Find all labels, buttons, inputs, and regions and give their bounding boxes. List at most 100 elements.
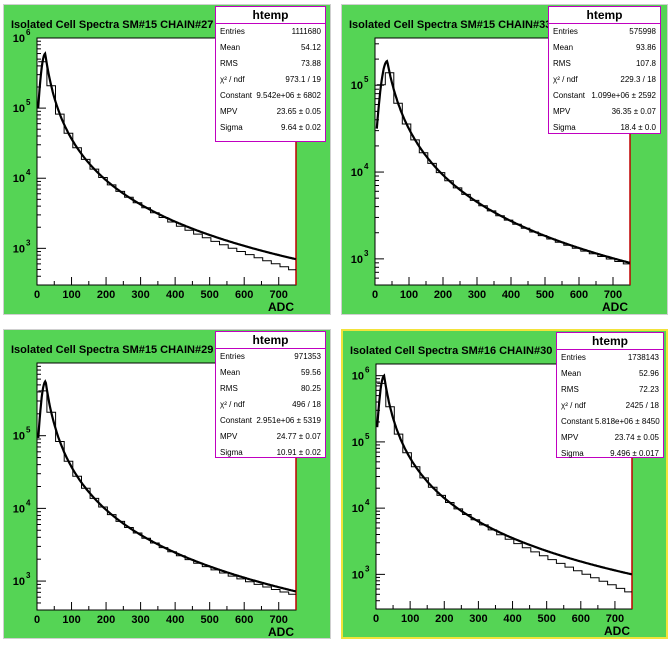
fit-curve bbox=[37, 379, 297, 593]
stats-row-mpv: MPV 24.77 ± 0.07 bbox=[216, 429, 325, 445]
y-tick-label: 10 bbox=[351, 167, 363, 179]
chart-title: Isolated Cell Spectra SM#15 CHAIN#29 bbox=[11, 344, 214, 356]
chart-title: Isolated Cell Spectra SM#16 CHAIN#30 bbox=[350, 345, 553, 357]
stats-row-rms: RMS 80.25 bbox=[216, 381, 325, 397]
stats-value: 1.099e+06 ± 2592 bbox=[591, 91, 656, 100]
stats-box: htemp Entries 575998 Mean 93.86 RMS 107.8 χ… bbox=[548, 6, 661, 134]
stats-row-mean: Mean 59.56 bbox=[216, 365, 325, 381]
stats-label: Mean bbox=[220, 43, 241, 52]
y-tick-label: 10 bbox=[13, 103, 25, 115]
x-tick-label: 300 bbox=[131, 614, 149, 626]
stats-label: Constant bbox=[561, 417, 594, 426]
stats-label: MPV bbox=[220, 432, 238, 441]
stats-label: χ² / ndf bbox=[553, 75, 578, 84]
stats-row-sigma: Sigma 18.4 ± 0.0 bbox=[549, 120, 660, 136]
x-tick-label: 0 bbox=[372, 289, 378, 301]
stats-row-mean: Mean 52.96 bbox=[557, 366, 663, 382]
stats-value: 18.4 ± 0.0 bbox=[620, 123, 656, 132]
y-tick-label: 10 bbox=[13, 431, 25, 443]
chart-title: Isolated Cell Spectra SM#15 CHAIN#33 bbox=[349, 19, 552, 31]
stats-value: 229.3 / 18 bbox=[620, 75, 656, 84]
stats-label: MPV bbox=[561, 433, 579, 442]
stats-label: Constant bbox=[220, 91, 253, 100]
stats-row-rms: RMS 72.23 bbox=[557, 382, 663, 398]
fit-curve bbox=[37, 51, 297, 261]
y-tick-label: 10 bbox=[352, 371, 364, 383]
y-tick-exponent: 4 bbox=[364, 162, 369, 171]
stats-label: Mean bbox=[553, 43, 574, 52]
y-tick-exponent: 3 bbox=[26, 238, 31, 247]
x-tick-label: 500 bbox=[200, 614, 218, 626]
fit-curve bbox=[376, 373, 633, 576]
stats-label: χ² / ndf bbox=[561, 401, 586, 410]
stats-row-mean: Mean 93.86 bbox=[549, 40, 660, 56]
x-tick-label: 400 bbox=[503, 613, 521, 625]
stats-label: Sigma bbox=[220, 123, 243, 132]
stats-value: 575998 bbox=[629, 27, 656, 36]
y-tick-label: 10 bbox=[352, 437, 364, 449]
y-tick-exponent: 3 bbox=[364, 249, 369, 258]
x-tick-label: 400 bbox=[166, 289, 184, 301]
stats-row-rms: RMS 107.8 bbox=[549, 56, 660, 72]
stats-value: 23.74 ± 0.05 bbox=[614, 433, 659, 442]
chart-pad-3: 0 100 200 300 400 500 600 700 ADC 10 3 10 4 10 5 Isola… bbox=[3, 329, 331, 639]
x-tick-label: 100 bbox=[62, 289, 80, 301]
x-tick-label: 300 bbox=[131, 289, 149, 301]
x-tick-label: 400 bbox=[502, 289, 520, 301]
stats-label: Mean bbox=[220, 368, 241, 377]
stats-value: 54.12 bbox=[300, 43, 321, 52]
stats-row-sigma: Sigma 9.496 ± 0.017 bbox=[557, 446, 663, 462]
x-tick-label: 200 bbox=[97, 289, 115, 301]
stats-label: RMS bbox=[553, 59, 571, 68]
x-tick-label: 100 bbox=[401, 613, 419, 625]
stats-value: 36.35 ± 0.07 bbox=[611, 107, 656, 116]
y-tick-exponent: 5 bbox=[26, 98, 31, 107]
stats-value: 9.64 ± 0.02 bbox=[281, 123, 321, 132]
stats-value: 80.25 bbox=[300, 384, 321, 393]
x-tick-label: 500 bbox=[200, 289, 218, 301]
y-tick-label: 10 bbox=[13, 503, 25, 515]
y-tick-exponent: 3 bbox=[365, 564, 370, 573]
stats-value: 2425 / 18 bbox=[625, 401, 659, 410]
stats-row-chi2: χ² / ndf 496 / 18 bbox=[216, 397, 325, 413]
y-tick-exponent: 5 bbox=[26, 426, 31, 435]
stats-row-mpv: MPV 23.74 ± 0.05 bbox=[557, 430, 663, 446]
y-tick-label: 10 bbox=[352, 503, 364, 515]
y-tick-exponent: 3 bbox=[26, 571, 31, 580]
stats-label: Constant bbox=[553, 91, 586, 100]
stats-row-sigma: Sigma 10.91 ± 0.02 bbox=[216, 445, 325, 461]
chart-pad-4: 0 100 200 300 400 500 600 700 ADC 10 3 10 4 10 5 10 6 Is… bbox=[341, 329, 668, 639]
stats-label: Entries bbox=[220, 27, 245, 36]
histogram bbox=[38, 61, 296, 271]
stats-label: Constant bbox=[220, 416, 253, 425]
stats-value: 973.1 / 19 bbox=[285, 75, 321, 84]
stats-label: Entries bbox=[553, 27, 578, 36]
stats-box: htemp Entries 1738143 Mean 52.96 RMS 72.23 … bbox=[556, 332, 664, 458]
stats-box: htemp Entries 971353 Mean 59.56 RMS 80.25 χ… bbox=[215, 331, 326, 458]
stats-value: 59.56 bbox=[300, 368, 321, 377]
stats-value: 72.23 bbox=[638, 385, 659, 394]
stats-box: htemp Entries 1111680 Mean 54.12 RMS 73.88 … bbox=[215, 6, 326, 142]
stats-value: 107.8 bbox=[635, 59, 656, 68]
stats-value: 2.951e+06 ± 5319 bbox=[256, 416, 321, 425]
stats-row-entries: Entries 575998 bbox=[549, 24, 660, 40]
stats-row-mpv: MPV 36.35 ± 0.07 bbox=[549, 104, 660, 120]
stats-label: Entries bbox=[561, 353, 586, 362]
stats-value: 496 / 18 bbox=[292, 400, 321, 409]
stats-value: 1111680 bbox=[291, 27, 321, 36]
x-tick-label: 600 bbox=[235, 614, 253, 626]
stats-value: 9.542e+06 ± 6802 bbox=[256, 91, 321, 100]
stats-label: χ² / ndf bbox=[220, 75, 245, 84]
stats-value: 9.496 ± 0.017 bbox=[610, 449, 659, 458]
x-tick-label: 700 bbox=[270, 614, 288, 626]
stats-label: Sigma bbox=[220, 448, 243, 457]
stats-row-entries: Entries 1111680 bbox=[216, 24, 325, 40]
x-tick-label: 0 bbox=[34, 614, 40, 626]
stats-row-chi2: χ² / ndf 229.3 / 18 bbox=[549, 72, 660, 88]
chart-title: Isolated Cell Spectra SM#15 CHAIN#27 bbox=[11, 19, 214, 31]
x-axis-label: ADC bbox=[602, 300, 628, 314]
x-axis-label: ADC bbox=[268, 625, 294, 639]
x-tick-label: 0 bbox=[34, 289, 40, 301]
histogram bbox=[377, 382, 632, 593]
